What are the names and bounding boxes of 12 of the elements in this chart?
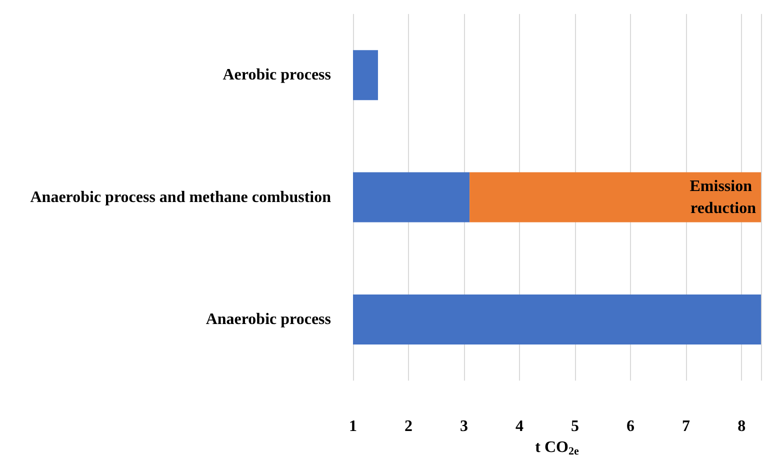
x-tick-label: 8 (738, 418, 746, 436)
x-tick-label: 5 (571, 418, 580, 436)
x-tick-label: 4 (516, 418, 524, 436)
x-tick-label: 1 (349, 418, 357, 436)
x-tick-label: 6 (626, 418, 635, 436)
x-tick-label: 3 (460, 418, 468, 436)
series-label: Emission reduction (690, 178, 756, 217)
y-tick-label: Anaerobic process and methane combustion (30, 188, 332, 206)
y-tick-label: Anaerobic process (206, 311, 331, 328)
x-tick-label: 7 (682, 418, 690, 436)
y-tick-label: Aerobic process (222, 66, 331, 84)
x-tick-label: 2 (404, 418, 413, 436)
